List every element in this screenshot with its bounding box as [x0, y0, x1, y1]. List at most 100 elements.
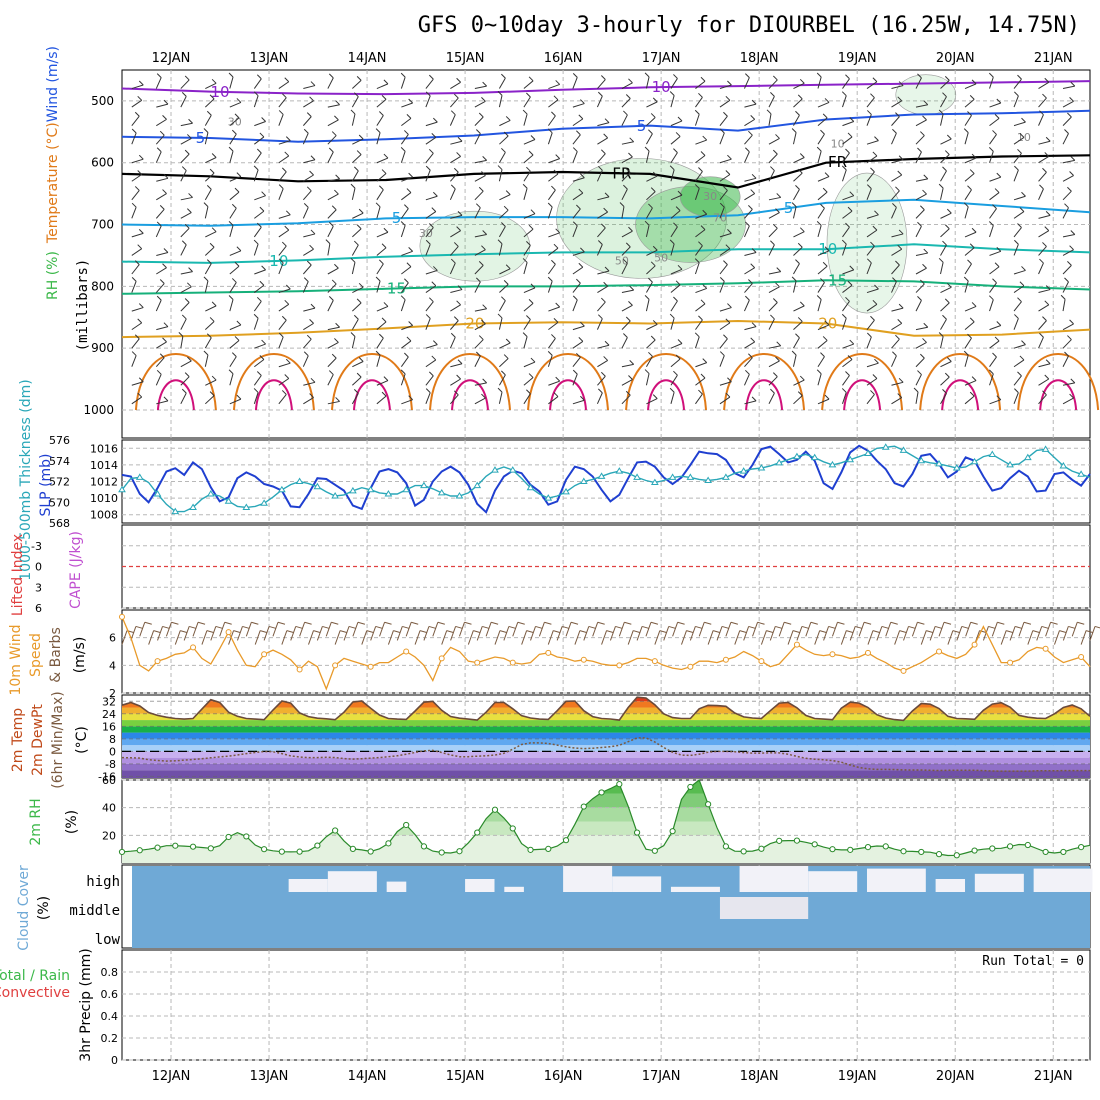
- wind-barb: [450, 626, 457, 641]
- wind-barb: [548, 338, 556, 349]
- wind-barb: [609, 626, 616, 641]
- wind-barb: [621, 156, 633, 164]
- wind-barb: [799, 227, 805, 233]
- wind-barb: [450, 230, 461, 238]
- wind-barb: [425, 121, 438, 127]
- wind-barb: [673, 148, 678, 153]
- wind-barb: [946, 134, 952, 140]
- wind-barb: [1045, 285, 1051, 290]
- wind-barb: [381, 317, 387, 323]
- wind-barb: [991, 622, 998, 637]
- wind-barb: [174, 630, 181, 645]
- wind-barb: [915, 209, 925, 219]
- wind-barb: [845, 296, 850, 302]
- wind-barb: [791, 350, 797, 356]
- wind-barb: [352, 138, 364, 145]
- thickness-point: [135, 473, 144, 480]
- wind-barb: [723, 186, 728, 191]
- wind-barb: [401, 176, 413, 182]
- wind-barb: [474, 100, 486, 108]
- wind-barb: [401, 325, 413, 331]
- rh-point: [616, 781, 623, 788]
- isotherm-line: [428, 353, 511, 411]
- wind-barb: [770, 314, 775, 320]
- wind-barb: [1009, 626, 1016, 641]
- y-tick-label: 24: [102, 708, 116, 721]
- wind-barb: [898, 155, 904, 161]
- wind-barb: [501, 370, 506, 376]
- thickness-point: [153, 489, 162, 497]
- wind-barb: [775, 282, 780, 288]
- wind-barb: [1013, 392, 1019, 404]
- wind-barb: [157, 626, 163, 641]
- rh-point: [278, 848, 285, 855]
- wind-barb: [891, 355, 897, 367]
- wind-barb: [645, 150, 650, 163]
- wind-barb: [917, 370, 922, 375]
- wind-barb: [572, 134, 581, 145]
- wind-barb: [695, 155, 706, 164]
- wind-barb: [361, 630, 368, 645]
- wind-barb: [725, 318, 731, 324]
- wind-barb: [261, 265, 266, 271]
- wind-barb: [425, 227, 434, 238]
- wind-barb: [942, 389, 947, 394]
- wind-barb: [989, 102, 1001, 108]
- wind-barb: [547, 202, 553, 208]
- thickness-point: [1006, 460, 1014, 468]
- wind-barb: [306, 260, 312, 266]
- wind-barb: [603, 207, 609, 213]
- wind-barb: [528, 76, 534, 82]
- wind-barb: [770, 388, 775, 394]
- wind-barb: [604, 340, 610, 346]
- isotherm-line: [134, 353, 217, 411]
- wind-barb: [376, 395, 387, 405]
- thickness-point: [224, 497, 233, 504]
- wind-barb: [474, 133, 481, 145]
- wind-barb: [895, 186, 900, 192]
- thickness-point: [242, 503, 251, 510]
- wind-barb: [482, 625, 490, 629]
- cloud-gap: [935, 879, 966, 892]
- wind-barb: [619, 202, 625, 207]
- wind-barb: [408, 395, 413, 401]
- wind-barb: [967, 185, 972, 191]
- wind-barb: [351, 336, 356, 349]
- wind-barb: [376, 305, 389, 312]
- wind-barb: [1013, 375, 1022, 386]
- date-label-bottom: 21JAN: [1034, 1069, 1073, 1084]
- wind-barb: [895, 112, 900, 117]
- wind-barb: [1017, 74, 1022, 80]
- y-axis-label-minmax: (6hr Min/Max): [50, 691, 66, 788]
- wind-barb: [206, 185, 212, 190]
- wind-barb: [621, 188, 628, 201]
- isotherm-label: 10: [210, 83, 229, 101]
- wind-barb: [134, 334, 140, 340]
- wind-barb: [155, 299, 162, 312]
- wind-barb: [156, 118, 167, 127]
- wind-barb: [327, 209, 337, 219]
- wind-barb: [376, 206, 381, 219]
- wind-barb: [817, 225, 822, 238]
- wind-barb: [964, 189, 972, 201]
- wind-speed-point: [296, 666, 303, 673]
- wind-barb: [989, 373, 994, 386]
- date-label-bottom: 16JAN: [544, 1069, 583, 1084]
- wind-barb: [866, 97, 875, 108]
- wind-barb: [253, 226, 262, 238]
- wind-barb: [1077, 621, 1085, 625]
- isotherm-line: [121, 109, 1091, 143]
- wind-barb: [138, 377, 144, 383]
- thickness-point: [828, 460, 837, 468]
- wind-barb: [915, 341, 927, 349]
- wind-barb: [425, 269, 438, 275]
- wind-barb: [695, 213, 707, 219]
- wind-barb: [675, 354, 681, 360]
- wind-barb: [940, 262, 944, 275]
- thickness-point: [846, 455, 855, 463]
- wind-speed-point: [793, 641, 800, 648]
- wind-barb: [694, 332, 700, 338]
- y-tick-label: 0.6: [101, 988, 119, 1001]
- wind-barb: [719, 115, 728, 126]
- wind-barb: [646, 339, 656, 349]
